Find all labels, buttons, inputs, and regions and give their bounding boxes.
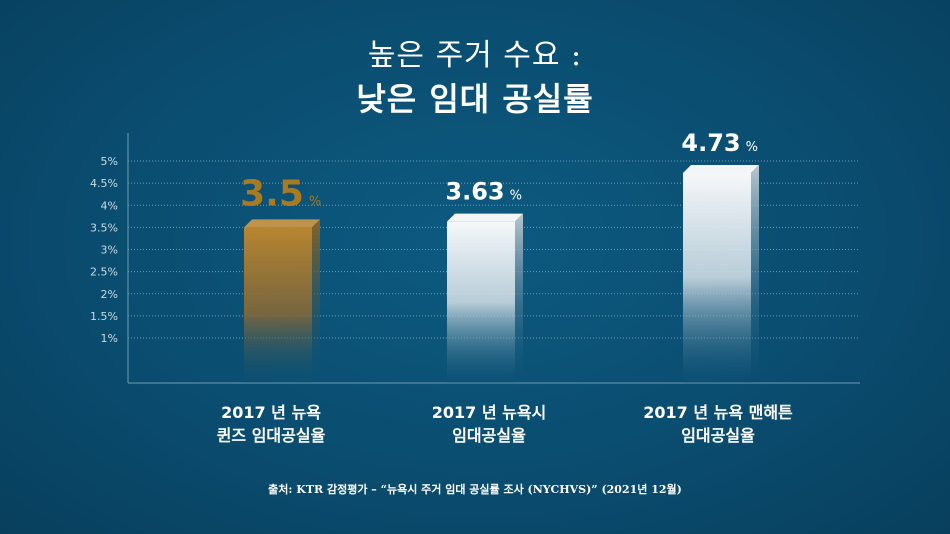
y-tick-label: 2.5%: [90, 266, 118, 279]
y-tick-label: 1.5%: [90, 310, 118, 323]
category-label-line2: 퀸즈 임대공실율: [216, 426, 326, 445]
bar-side: [515, 213, 523, 383]
chart-title-line2: 낮은 임대 공실률: [356, 80, 594, 118]
bar: [244, 227, 312, 383]
value-label: 3.5: [240, 173, 304, 214]
value-label: 3.63: [445, 178, 504, 206]
bar: [447, 221, 515, 383]
value-label: 4.73: [681, 129, 740, 157]
category-label-line2: 임대공실율: [681, 426, 755, 445]
bar-side: [751, 164, 759, 383]
bar-side: [312, 219, 320, 383]
source-note: 출처: KTR 감정평가 – “뉴욕시 주거 임대 공실률 조사 (NYCHVS…: [268, 483, 682, 496]
bar-top: [447, 213, 523, 222]
value-unit: %: [746, 140, 758, 155]
bar-top: [244, 219, 320, 228]
y-tick-label: 3.5%: [90, 221, 118, 234]
category-label-line1: 2017 년 뉴욕시: [431, 403, 547, 422]
y-tick-label: 3%: [101, 244, 118, 257]
category-label-queens: 2017 년 뉴욕 퀸즈 임대공실율: [161, 401, 381, 447]
category-label-manhattan: 2017 년 뉴욕 맨해튼 임대공실율: [608, 401, 828, 447]
y-tick-label: 2%: [101, 288, 118, 301]
category-label-nyc: 2017 년 뉴욕시 임대공실율: [379, 401, 599, 447]
category-label-line1: 2017 년 뉴욕: [221, 403, 321, 422]
value-unit: %: [309, 194, 321, 209]
category-label-line1: 2017 년 뉴욕 맨해튼: [643, 403, 793, 422]
y-tick-label: 1%: [101, 332, 118, 345]
y-tick-label: 4%: [101, 199, 118, 212]
y-tick-label: 5%: [101, 155, 118, 168]
bar: [683, 172, 751, 383]
value-unit: %: [510, 189, 522, 204]
bar-top: [683, 164, 759, 173]
chart-title-line1: 높은 주거 수요 :: [367, 38, 583, 73]
category-label-line2: 임대공실율: [452, 426, 526, 445]
y-tick-label: 4.5%: [90, 177, 118, 190]
